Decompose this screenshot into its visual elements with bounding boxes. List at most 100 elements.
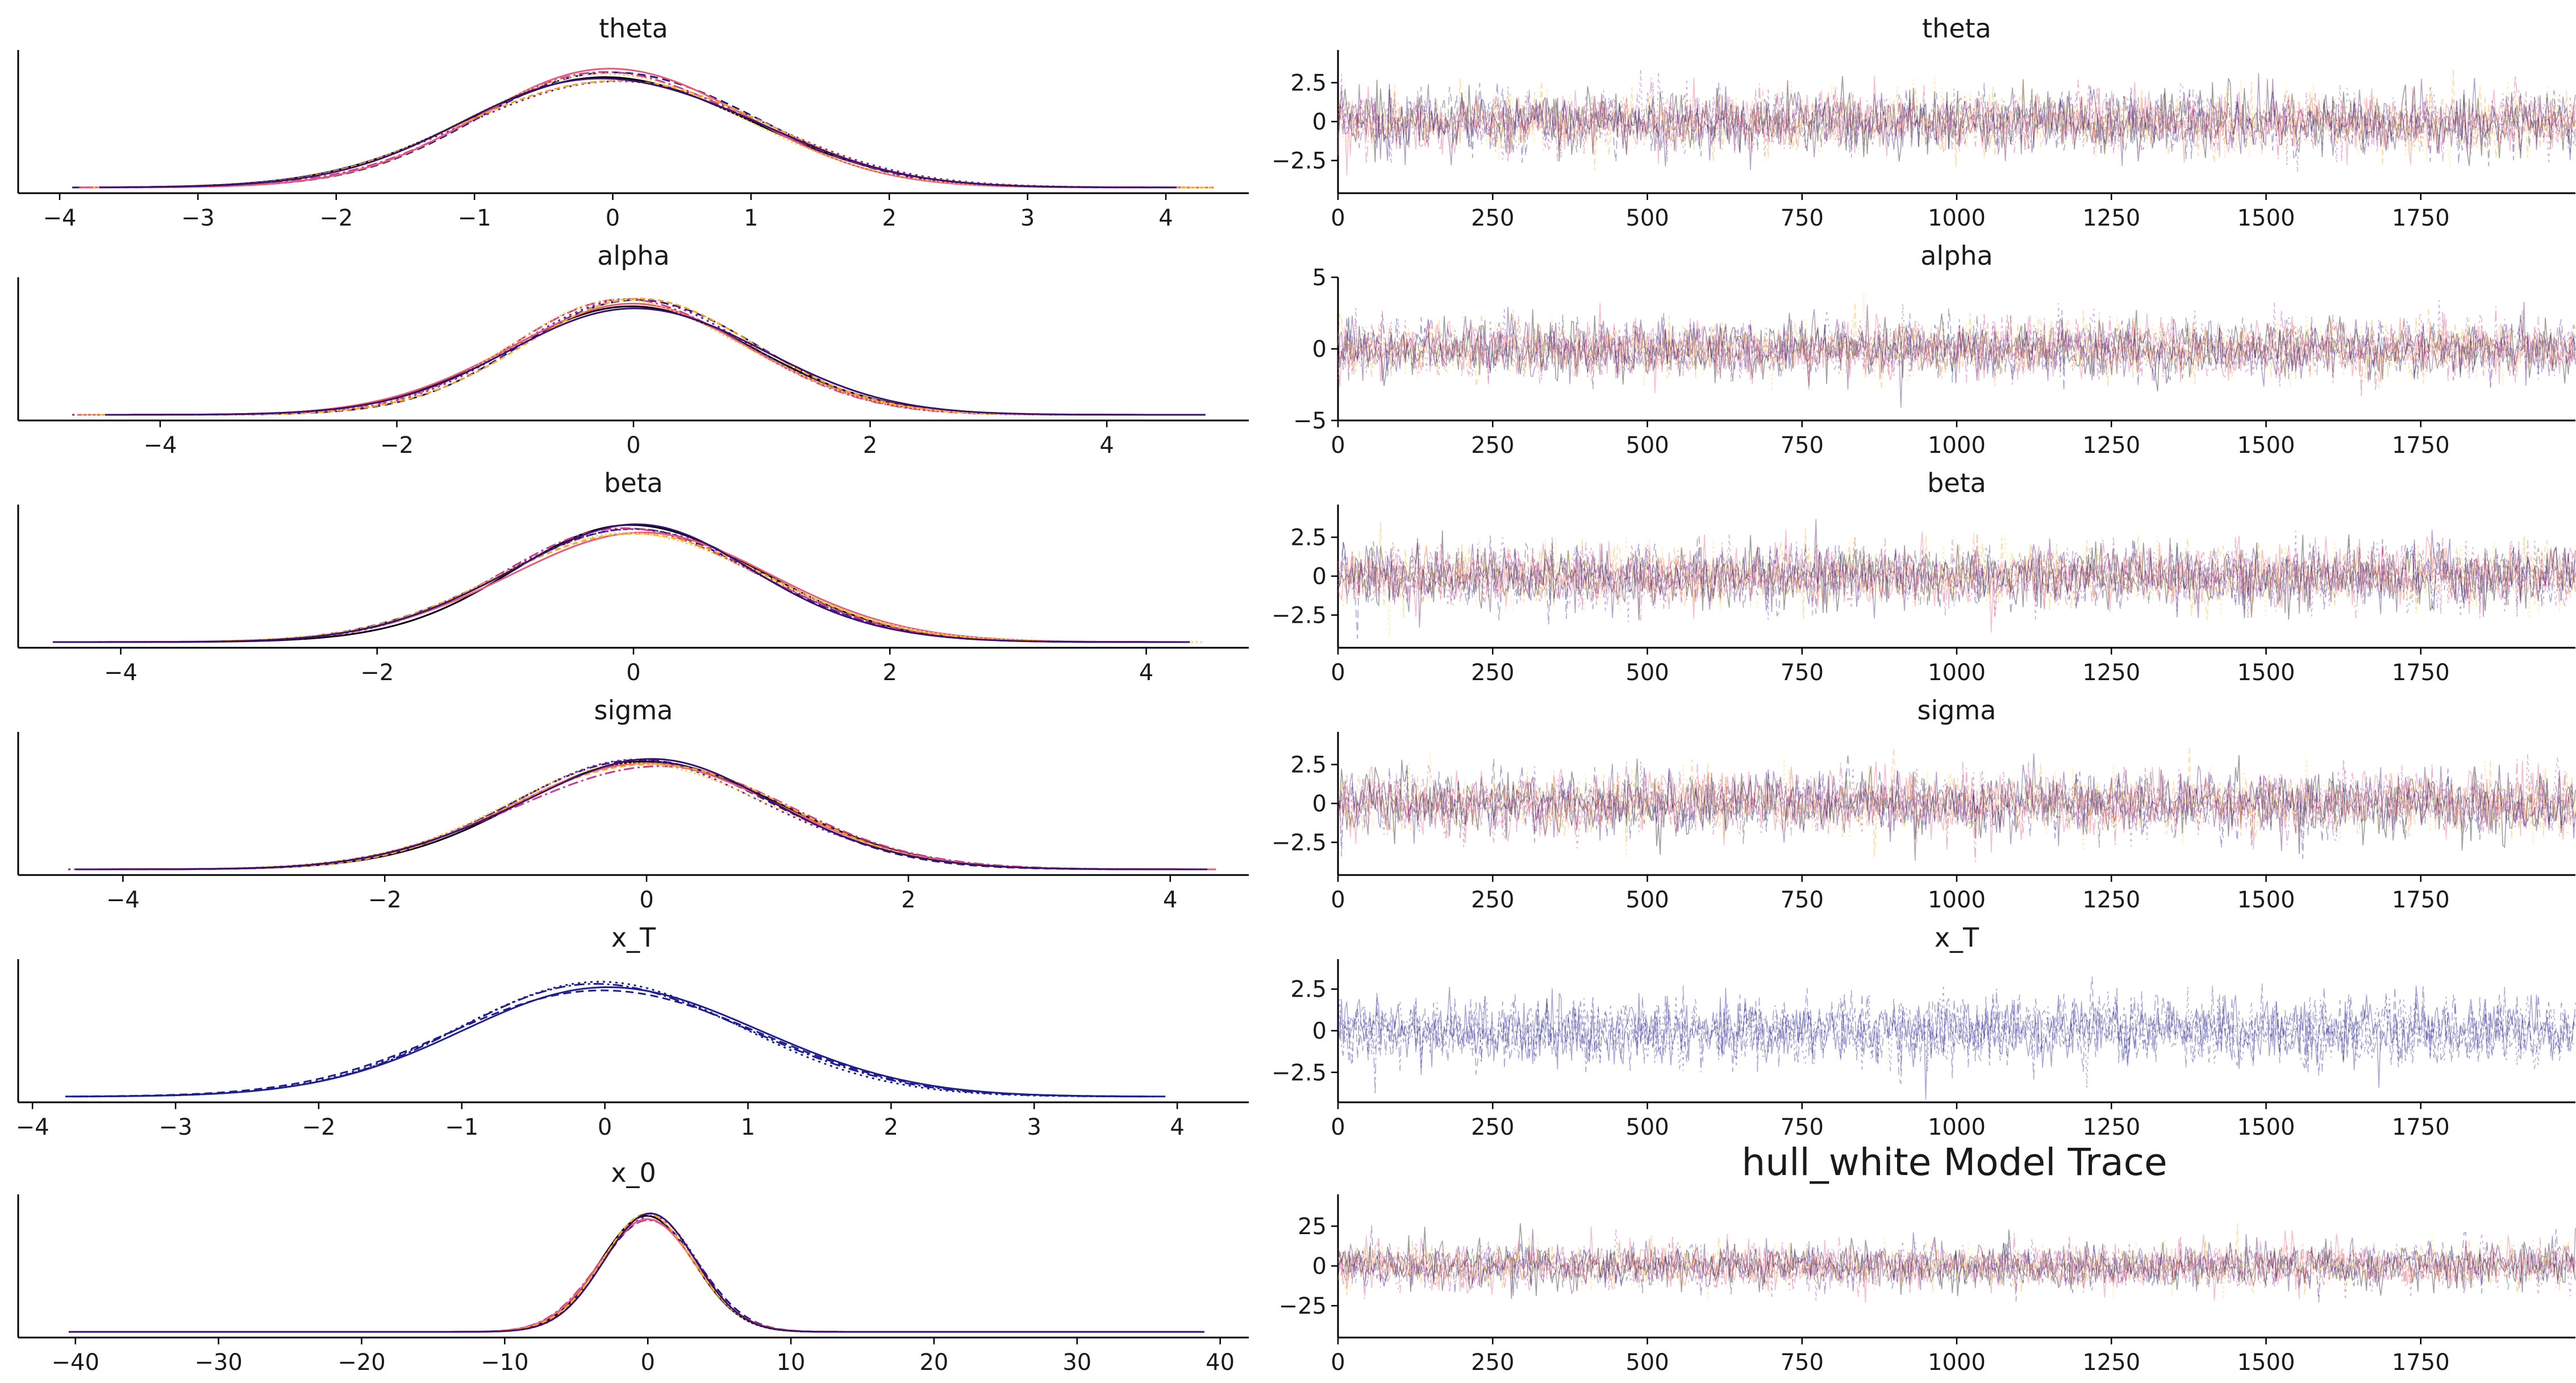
x-tick-label: 4 (1163, 887, 1177, 913)
y-tick-label: 2.5 (1290, 70, 1327, 97)
x-tick-label: 0 (1331, 432, 1345, 459)
density-chain-7 (74, 532, 1203, 643)
x-tick-label: 500 (1625, 887, 1669, 913)
x-tick-label: 1000 (1928, 887, 1986, 913)
x-tick-label: 1000 (1928, 1349, 1986, 1376)
figure-title: hull_white Model Trace (1741, 1140, 2167, 1184)
density-chain-3 (91, 80, 1177, 189)
y-tick-label: −2.5 (1272, 602, 1327, 628)
y-tick-label: −2.5 (1272, 830, 1327, 856)
x-tick-label: 1750 (2392, 887, 2450, 913)
x-tick-label: 750 (1781, 432, 1824, 459)
density-chain-1 (86, 305, 1197, 416)
density-chain-7 (80, 1212, 1201, 1333)
density-chain-3 (78, 1215, 1204, 1333)
density-chain-6 (107, 80, 1212, 189)
density-chain-2 (96, 759, 1210, 870)
x-tick-label: 1250 (2082, 1114, 2140, 1140)
y-tick-label: 2.5 (1290, 752, 1327, 778)
density-chain-1 (102, 76, 1212, 189)
panel-theta-density: theta −4 −3 −2 −1 0 1 2 3 4 (17, 13, 1249, 231)
x-tick-label: 0 (606, 205, 620, 231)
trace-chain-4 (1337, 306, 2576, 398)
density-chain-3 (78, 981, 1156, 1098)
x-tick-label: 500 (1625, 1349, 1669, 1376)
trace-chain-5 (1337, 76, 2576, 176)
x-tick-label: −4 (104, 660, 137, 686)
x-tick-label: 1 (744, 205, 758, 231)
x-tick-label: 10 (777, 1349, 806, 1376)
density-chain-7 (82, 298, 1198, 416)
panel-beta-density: beta −4 −2 0 2 4 (17, 468, 1249, 686)
density-chain-1 (81, 524, 1172, 643)
trace-chain-1 (1337, 985, 2576, 1100)
y-tick-label: 0 (1312, 109, 1327, 135)
panel-beta-trace: beta 0 250 500 750 1000 1250 1500 1750 2.5 0 −2.5 (1272, 468, 2576, 686)
x-tick-label: 3 (1027, 1114, 1041, 1140)
trace-chain-8 (1337, 73, 2576, 170)
x-tick-label: 1250 (2082, 205, 2140, 231)
y-tick-label: 25 (1298, 1214, 1327, 1240)
trace-chain-4 (1337, 983, 2576, 1095)
y-tick-label: −25 (1279, 1293, 1327, 1319)
trace-chain-8 (1337, 1227, 2576, 1296)
density-chain-2 (70, 1218, 1200, 1333)
density-chain-4 (62, 527, 1173, 643)
panel-theta-trace: theta 0 250 500 750 1000 1250 1500 1750 2.5 0 −2.5 (1272, 13, 2576, 231)
x-tick-label: 1 (741, 1114, 755, 1140)
density-chain-5 (81, 68, 1214, 189)
x-tick-label: 500 (1625, 1114, 1669, 1140)
trace-chain-3 (1337, 985, 2576, 1088)
panel-title-alpha-trace: alpha (1920, 240, 1993, 271)
x-tick-label: 1250 (2082, 660, 2140, 686)
density-chain-5 (77, 302, 1202, 416)
trace-chain-3 (1337, 530, 2576, 622)
density-chain-4 (72, 983, 1150, 1098)
x-tick-label: 1500 (2237, 1349, 2295, 1376)
x-tick-label: 0 (639, 887, 653, 913)
x-tick-label: 0 (1331, 660, 1345, 686)
trace-chain-5 (1337, 1226, 2576, 1303)
x-tick-label: 250 (1471, 205, 1514, 231)
trace-chain-2 (1337, 309, 2576, 391)
x-tick-label: 0 (1331, 1349, 1345, 1376)
density-chain-5 (66, 531, 1183, 643)
x-tick-label: −3 (181, 205, 215, 231)
density-chain-4 (87, 298, 1189, 416)
x-tick-label: 2 (901, 887, 915, 913)
x-tick-label: 2 (884, 1114, 898, 1140)
x-tick-label: 750 (1781, 887, 1824, 913)
panel-title-x_0-density: x_0 (611, 1157, 656, 1188)
x-tick-label: −1 (445, 1114, 478, 1140)
panel-x_T-density: x_T −4 −3 −2 −1 0 1 2 3 4 (16, 922, 1249, 1140)
x-tick-label: 500 (1625, 432, 1669, 459)
trace-chain-2 (1337, 535, 2576, 639)
x-tick-label: 4 (1099, 432, 1114, 459)
density-chain-3 (77, 528, 1185, 643)
trace-chain-6 (1337, 302, 2576, 390)
x-tick-label: 250 (1471, 432, 1514, 459)
x-tick-label: 0 (1331, 205, 1345, 231)
density-chain-2 (72, 71, 1186, 189)
density-chain-8 (105, 307, 1206, 416)
trace-chain-2 (1337, 753, 2576, 859)
trace-chain-1 (1337, 1223, 2576, 1299)
panel-title-alpha-density: alpha (597, 240, 670, 271)
panel-title-sigma-trace: sigma (1918, 695, 1996, 726)
x-tick-label: −4 (106, 887, 140, 913)
density-chain-1 (73, 1215, 1201, 1333)
y-tick-label: 0 (1312, 336, 1327, 363)
x-tick-label: 1750 (2392, 1349, 2450, 1376)
density-chain-6 (100, 297, 1187, 416)
x-tick-label: 500 (1625, 660, 1669, 686)
y-tick-label: 2.5 (1290, 977, 1327, 1003)
trace-chain-6 (1337, 522, 2576, 620)
density-chain-4 (82, 1219, 1197, 1333)
x-tick-label: −1 (458, 205, 491, 231)
x-tick-label: 1000 (1928, 205, 1986, 231)
y-tick-label: 0 (1312, 1253, 1327, 1280)
x-tick-label: 0 (626, 660, 640, 686)
x-tick-label: 750 (1781, 205, 1824, 231)
panel-title-beta-density: beta (604, 468, 663, 498)
